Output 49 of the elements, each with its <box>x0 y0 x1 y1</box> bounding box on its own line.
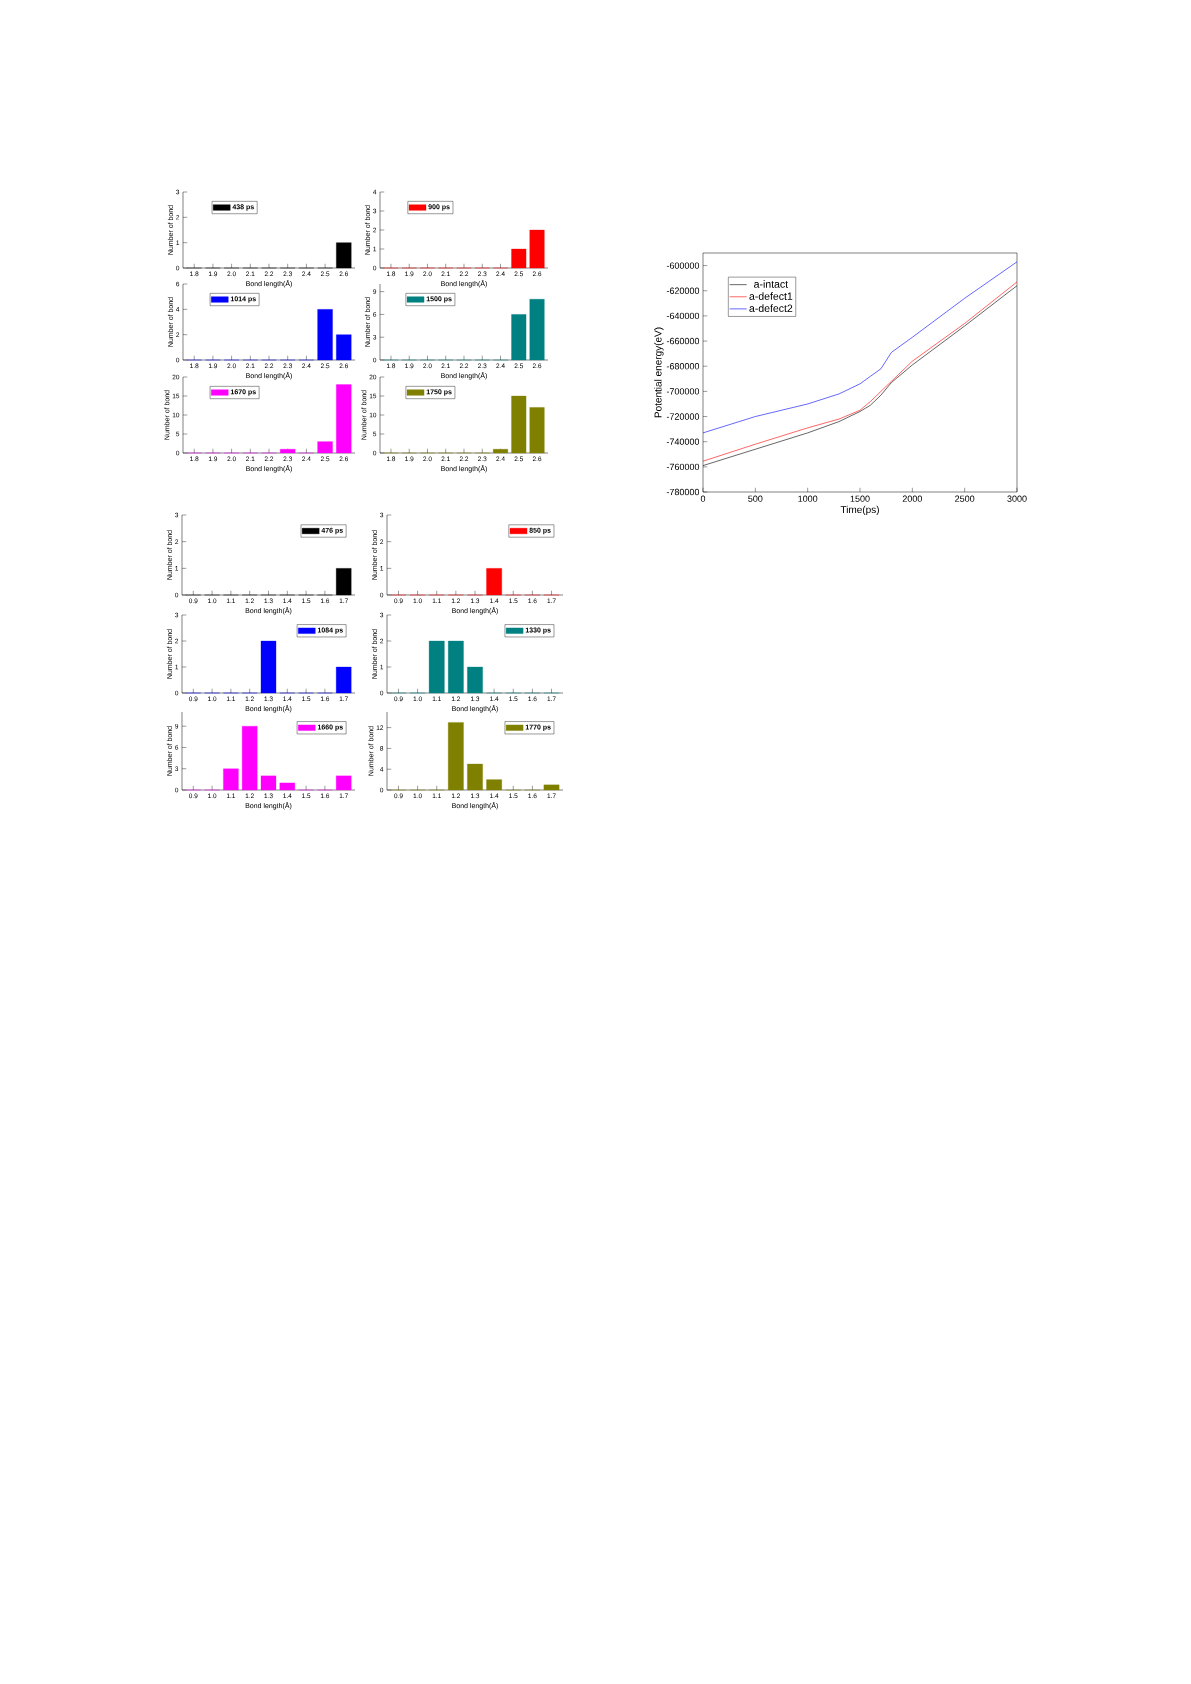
y-tick-label: -700000 <box>666 388 700 395</box>
bar <box>493 449 508 454</box>
bar <box>467 666 483 694</box>
bar <box>428 640 445 694</box>
y-tick-label: -660000 <box>666 337 700 345</box>
y-tick-label: -680000 <box>666 363 700 370</box>
bar <box>529 229 545 269</box>
bar <box>280 449 296 454</box>
bar <box>260 640 277 694</box>
x-tick-label: 3000 <box>1007 495 1027 502</box>
bar <box>543 784 560 791</box>
bar <box>336 384 352 454</box>
line-series <box>702 261 1018 434</box>
legend-label: a-defect2 <box>749 304 793 313</box>
x-tick-label: 2000 <box>902 495 922 502</box>
bar <box>242 726 258 791</box>
bar <box>511 314 527 361</box>
bar <box>317 309 333 361</box>
bar <box>448 722 464 791</box>
bar <box>336 666 352 694</box>
bar <box>467 763 483 791</box>
bar <box>336 334 352 361</box>
legend-label: a-defect1 <box>749 292 793 300</box>
y-tick-label: -780000 <box>666 488 700 496</box>
y-axis-title: Potential energy(eV) <box>654 327 664 418</box>
y-tick-label: -740000 <box>666 438 700 445</box>
x-axis-title: Time(ps) <box>840 505 879 516</box>
bar <box>511 248 527 269</box>
bar <box>317 441 333 454</box>
legend-label: a-intact <box>754 280 789 288</box>
bar <box>223 768 239 791</box>
bar <box>529 299 545 361</box>
y-tick-label: -760000 <box>666 463 700 471</box>
bar <box>486 779 502 791</box>
y-tick-label: -720000 <box>666 413 700 420</box>
bar <box>529 407 545 454</box>
bar <box>336 775 352 791</box>
bar <box>279 782 295 791</box>
x-tick-label: 0 <box>700 495 706 502</box>
bar <box>511 395 527 454</box>
bar <box>260 775 277 791</box>
x-tick-label: 1000 <box>798 495 818 502</box>
x-tick-label: 2500 <box>955 495 975 502</box>
x-tick-label: 1500 <box>850 495 870 502</box>
y-tick-label: -620000 <box>666 287 700 294</box>
y-tick-label: -600000 <box>666 262 700 269</box>
bar <box>448 640 464 694</box>
x-tick-label: 500 <box>748 495 763 502</box>
y-tick-label: -640000 <box>666 312 700 320</box>
